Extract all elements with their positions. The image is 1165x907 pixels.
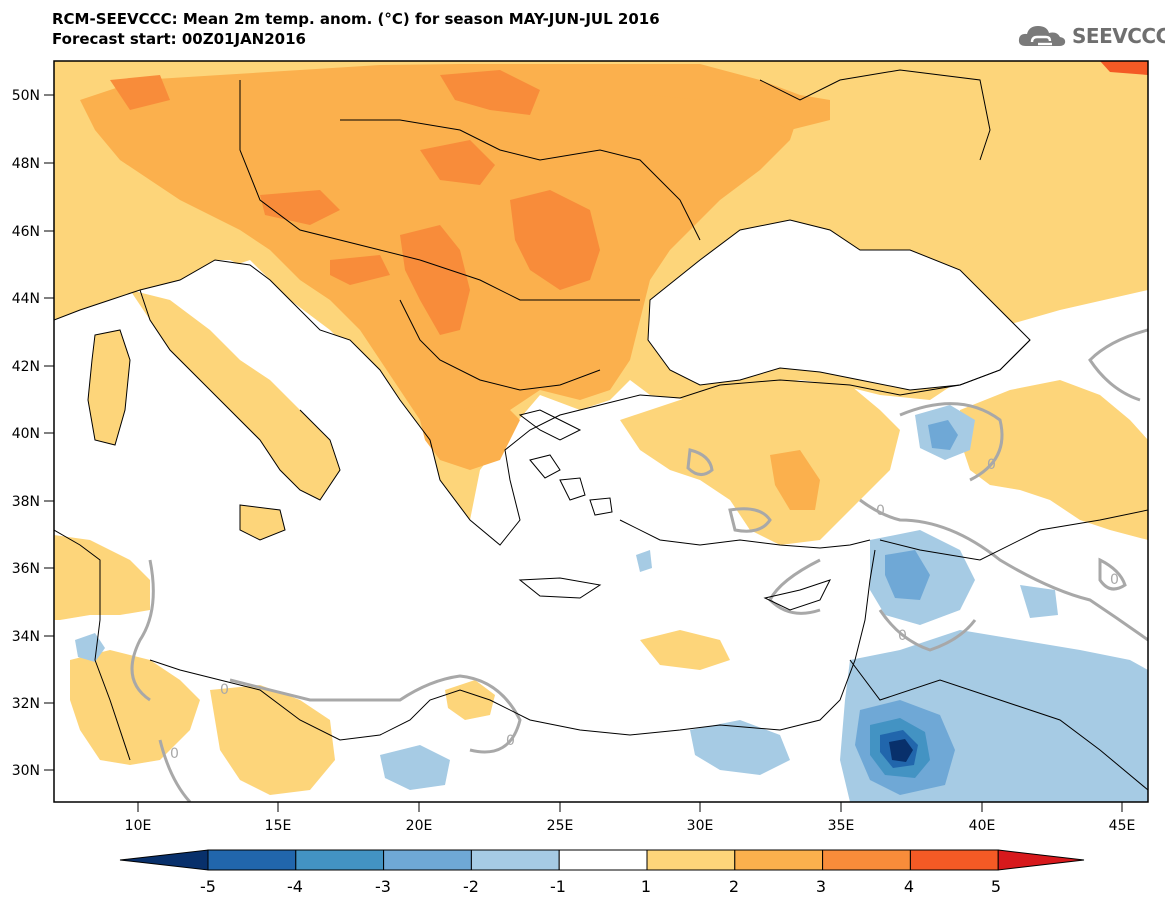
anomaly-region-slovakia-dark bbox=[420, 140, 495, 185]
anomaly-region-anatolia-blue-core bbox=[928, 420, 958, 450]
colorbar-label: 2 bbox=[729, 877, 739, 896]
colorbar-label: -1 bbox=[550, 877, 566, 896]
contour-label: 0 bbox=[1110, 572, 1119, 588]
y-tick-label: 36N bbox=[12, 561, 40, 577]
anomaly-region-iraq-blue bbox=[1020, 585, 1058, 618]
contour-labels: 0 0 0 0 0 0 0 bbox=[170, 457, 1119, 762]
anomaly-region-turkey-orange bbox=[770, 450, 820, 510]
anomaly-region-hungary-dark bbox=[400, 225, 470, 335]
colorbar-label: 1 bbox=[641, 877, 651, 896]
anomaly-region-serbia-dark bbox=[330, 255, 390, 285]
map-title: RCM-SEEVCCC: Mean 2m temp. anom. (°C) fo… bbox=[52, 10, 660, 28]
y-tick-label: 46N bbox=[12, 224, 40, 240]
cloud-icon bbox=[1018, 26, 1066, 46]
zero-contours bbox=[130, 328, 1148, 802]
anomaly-region-turkey bbox=[620, 380, 900, 545]
colorbar bbox=[119, 849, 1085, 871]
anomaly-region-east-turkey bbox=[960, 380, 1148, 540]
y-tick-label: 40N bbox=[12, 426, 40, 442]
anomaly-region-ne-corner-red bbox=[1100, 61, 1148, 75]
anomaly-region-north-africa-west bbox=[54, 535, 150, 620]
colorbar-swatch bbox=[207, 849, 297, 871]
colorbar-label: 5 bbox=[991, 877, 1001, 896]
x-tick-label: 20E bbox=[406, 818, 433, 834]
contour-label: 0 bbox=[170, 746, 179, 762]
contour-label: 0 bbox=[987, 457, 996, 473]
colorbar-swatch bbox=[295, 849, 385, 871]
anomaly-region-libya-blue bbox=[380, 745, 450, 790]
x-tick-label: 15E bbox=[265, 818, 292, 834]
x-tick-label: 10E bbox=[125, 818, 152, 834]
y-tick-label: 42N bbox=[12, 359, 40, 375]
anomaly-region-ukraine-orange bbox=[560, 64, 830, 130]
x-tick-label: 40E bbox=[969, 818, 996, 834]
colorbar-swatch bbox=[383, 849, 472, 871]
anomaly-region-poland-dark bbox=[440, 70, 540, 115]
anomaly-field: 0 0 0 0 0 0 0 bbox=[54, 61, 1148, 802]
anomaly-region-romania-dark bbox=[510, 190, 600, 290]
y-tick-label: 44N bbox=[12, 291, 40, 307]
anomaly-region-egypt-blue bbox=[690, 720, 790, 775]
colorbar-label: -5 bbox=[200, 877, 216, 896]
anomaly-region-greece-orange bbox=[420, 400, 520, 470]
anomaly-region-jordan-blue-core bbox=[889, 739, 913, 762]
adriatic-sea bbox=[220, 260, 400, 420]
anomaly-region-austria-dark bbox=[260, 190, 340, 225]
x-tick-label: 45E bbox=[1109, 818, 1136, 834]
y-tick-label: 34N bbox=[12, 629, 40, 645]
colorbar-arrow-high bbox=[997, 849, 1085, 871]
anomaly-region-caspian-light bbox=[940, 175, 1148, 300]
colorbar-label: 4 bbox=[904, 877, 914, 896]
contour-label: 0 bbox=[876, 503, 885, 519]
anomaly-region-alps-dark bbox=[110, 75, 170, 110]
colorbar-swatch bbox=[909, 849, 999, 871]
colorbar-labels: -5 -4 -3 -2 -1 1 2 3 4 5 bbox=[200, 877, 1001, 896]
colorbar-swatch bbox=[470, 849, 560, 871]
colorbar-arrow-low bbox=[119, 849, 209, 871]
anomaly-region-egypt-light bbox=[640, 630, 730, 670]
x-tick-label: 25E bbox=[547, 818, 574, 834]
anomaly-region-italy bbox=[130, 290, 340, 500]
y-tick-label: 50N bbox=[12, 88, 40, 104]
y-axis-labels: 50N 48N 46N 44N 42N 40N 38N 36N 34N 32N … bbox=[12, 88, 40, 779]
colorbar-swatch bbox=[822, 849, 911, 871]
colorbar-swatch bbox=[558, 849, 648, 871]
contour-label: 0 bbox=[220, 682, 229, 698]
anomaly-region-syria-blue-core bbox=[885, 550, 930, 600]
aegean-islands bbox=[518, 409, 831, 611]
colorbar-swatch bbox=[646, 849, 736, 871]
x-axis-labels: 10E 15E 20E 25E 30E 35E 40E 45E bbox=[125, 818, 1136, 834]
y-tick-label: 38N bbox=[12, 494, 40, 510]
coastlines-borders bbox=[54, 69, 1148, 791]
colorbar-label: -3 bbox=[375, 877, 391, 896]
logo-text: SEEVCCC bbox=[1072, 24, 1165, 48]
contour-label: 0 bbox=[898, 628, 907, 644]
y-tick-label: 32N bbox=[12, 696, 40, 712]
anomaly-region-sicily bbox=[240, 505, 285, 540]
y-axis bbox=[44, 94, 54, 771]
seevccc-logo: SEEVCCC bbox=[1016, 22, 1165, 50]
y-tick-label: 48N bbox=[12, 156, 40, 172]
y-tick-label: 30N bbox=[12, 763, 40, 779]
colorbar-label: 3 bbox=[816, 877, 826, 896]
x-axis bbox=[137, 802, 1123, 812]
anomaly-region-rhodes-blue bbox=[636, 550, 652, 572]
contour-label: 0 bbox=[506, 733, 515, 749]
anomaly-region-cyrenaica bbox=[445, 680, 495, 720]
x-tick-label: 35E bbox=[828, 818, 855, 834]
colorbar-label: -4 bbox=[287, 877, 303, 896]
x-tick-label: 30E bbox=[687, 818, 714, 834]
anomaly-region-libya-desert bbox=[210, 685, 335, 795]
plot-frame bbox=[53, 60, 1149, 803]
anomaly-region-corsica-sardinia bbox=[88, 330, 130, 445]
colorbar-label: -2 bbox=[463, 877, 479, 896]
colorbar-swatch bbox=[734, 849, 824, 871]
forecast-start-subtitle: Forecast start: 00Z01JAN2016 bbox=[52, 30, 306, 48]
